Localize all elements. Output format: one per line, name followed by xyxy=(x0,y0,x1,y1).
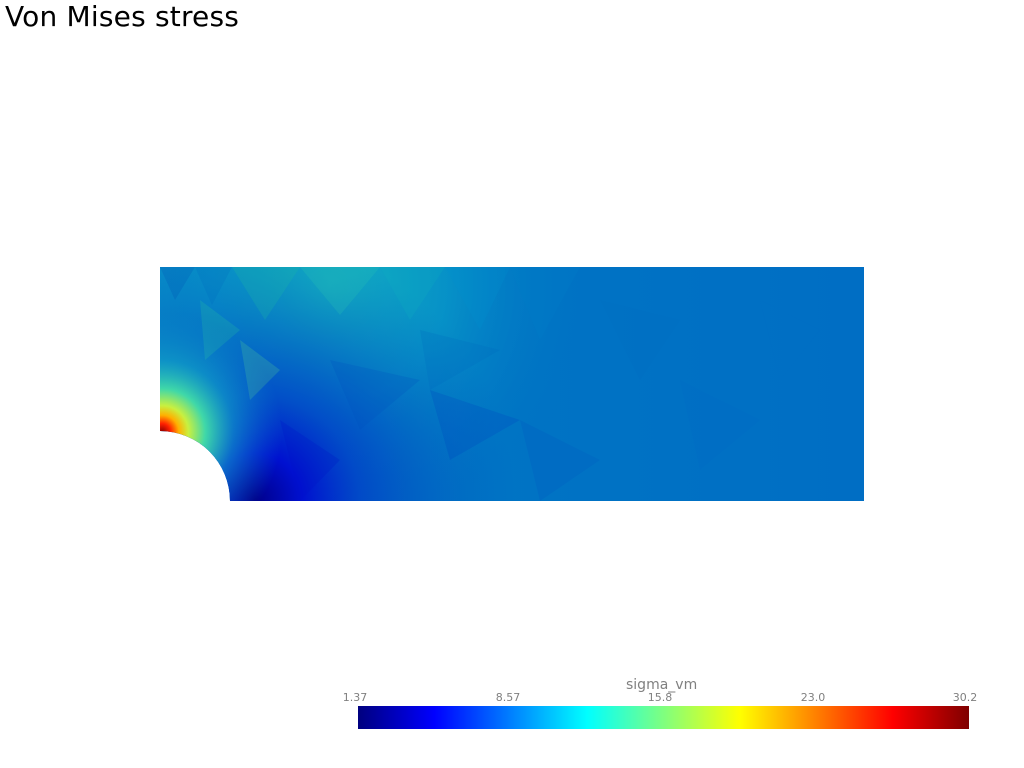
scalar-bar-tick-3: 15.8 xyxy=(647,691,673,704)
scalar-bar-title: sigma_vm xyxy=(626,677,698,693)
plate-geometry xyxy=(160,267,864,501)
page-title: Von Mises stress xyxy=(5,0,240,33)
scalar-bar-tick-max: 30.2 xyxy=(952,691,978,704)
scalar-bar-tick-4: 23.0 xyxy=(800,691,826,704)
scalar-bar-colorbar xyxy=(358,706,969,729)
scalar-bar-tick-2: 8.57 xyxy=(495,691,521,704)
scalar-bar-tick-min: 1.37 xyxy=(342,691,368,704)
